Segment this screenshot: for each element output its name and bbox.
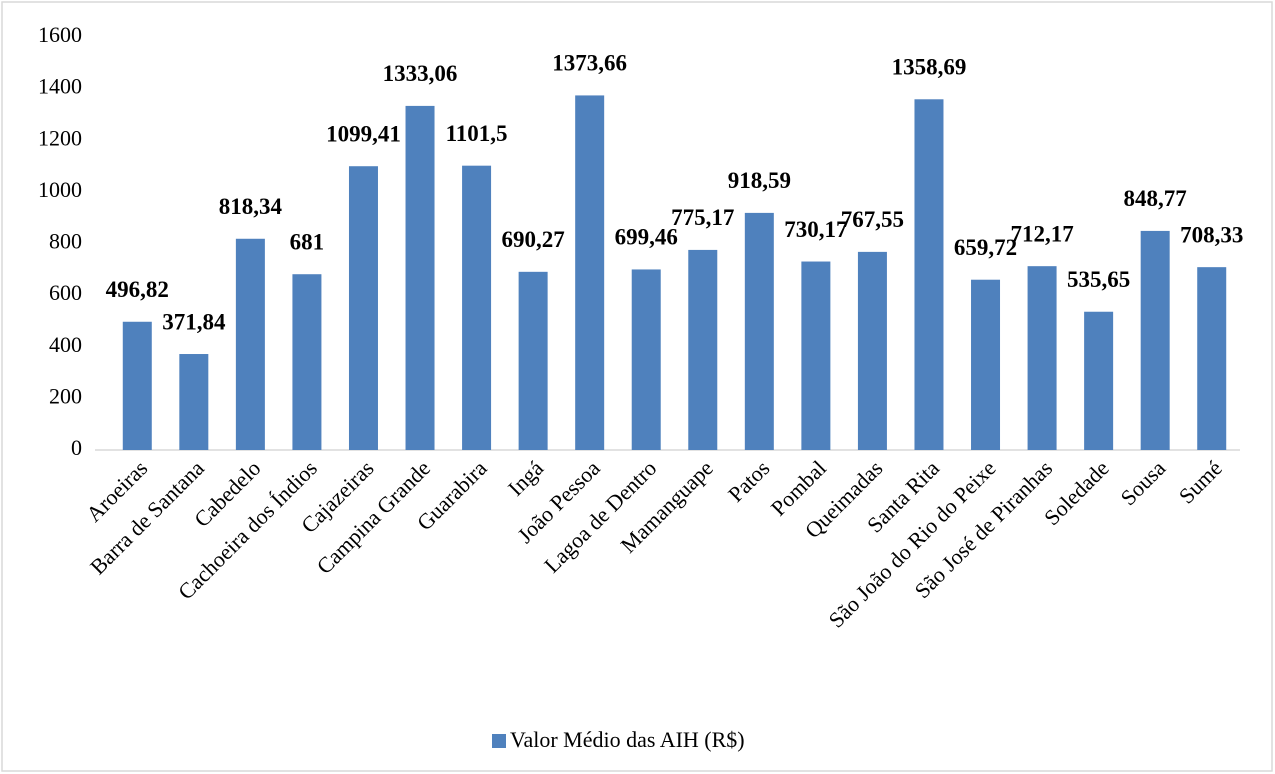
value-label: 1101,5 (446, 121, 508, 146)
value-label: 1333,06 (383, 61, 458, 86)
y-tick-label: 1400 (38, 74, 82, 99)
y-tick-label: 1600 (38, 22, 82, 47)
bar (801, 261, 831, 450)
value-label: 918,59 (728, 168, 791, 193)
y-tick-label: 0 (71, 435, 82, 460)
bar (631, 269, 661, 450)
bar (518, 271, 548, 450)
bar (857, 251, 887, 450)
value-label: 690,27 (502, 227, 565, 252)
value-label: 712,17 (1010, 221, 1073, 246)
value-label: 848,77 (1124, 186, 1187, 211)
bar (744, 212, 774, 450)
bar (1140, 230, 1170, 450)
value-label: 767,55 (841, 207, 904, 232)
value-label: 730,17 (784, 217, 847, 242)
y-tick-label: 600 (49, 280, 82, 305)
value-label: 681 (290, 229, 325, 254)
value-label: 371,84 (162, 309, 226, 334)
value-label: 1099,41 (326, 121, 401, 146)
bar (1027, 266, 1057, 450)
y-tick-label: 400 (49, 332, 82, 357)
value-label: 775,17 (671, 205, 734, 230)
bar (292, 274, 322, 450)
bar (179, 354, 209, 450)
value-label: 496,82 (106, 277, 169, 302)
y-tick-label: 1200 (38, 125, 82, 150)
bar (405, 105, 435, 451)
y-tick-label: 1000 (38, 177, 82, 202)
value-label: 818,34 (219, 194, 283, 219)
y-tick-label: 800 (49, 229, 82, 254)
legend-swatch (492, 734, 506, 748)
value-label: 708,33 (1180, 222, 1243, 247)
bar (235, 238, 265, 450)
value-label: 1358,69 (892, 55, 967, 80)
bar (575, 95, 605, 450)
value-label: 1373,66 (552, 51, 627, 76)
bar (1084, 311, 1114, 450)
bar (348, 166, 378, 451)
bar (462, 165, 492, 451)
legend-label: Valor Médio das AIH (R$) (510, 727, 745, 752)
y-tick-label: 200 (49, 383, 82, 408)
bar (1197, 267, 1227, 450)
value-label: 699,46 (615, 225, 678, 250)
value-label: 659,72 (954, 235, 1017, 260)
bar (971, 279, 1001, 450)
bar (122, 321, 152, 450)
bar (688, 249, 718, 450)
bar (914, 99, 944, 450)
value-label: 535,65 (1067, 267, 1130, 292)
